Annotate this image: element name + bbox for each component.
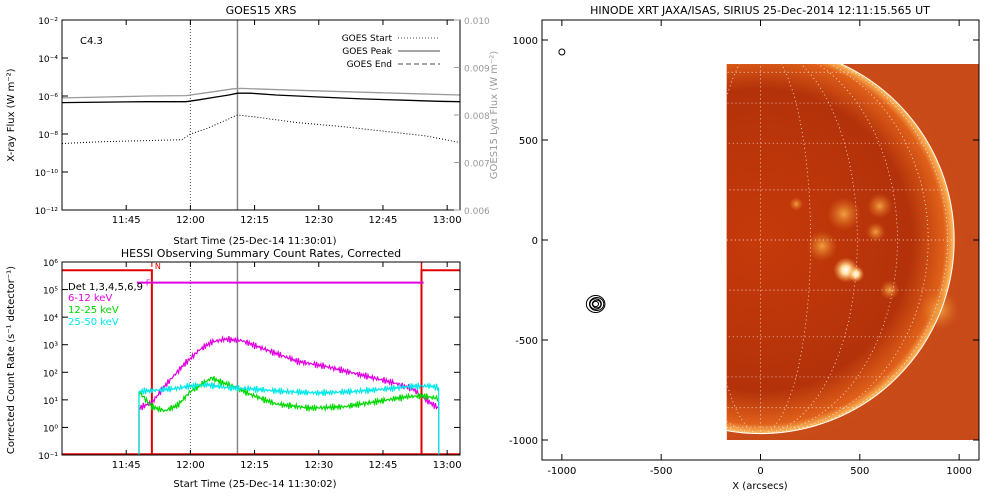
solar-disk	[726, 64, 955, 434]
map-y-tick-label: 1000	[513, 36, 538, 47]
hessi-flag-n: N	[155, 262, 161, 271]
goes-legend-label: GOES End	[347, 60, 392, 70]
goes-y-axis-label: X-ray Flux (W m⁻²)	[6, 68, 17, 161]
goes-x-tick-label: 12:15	[240, 215, 269, 226]
goes-series-line-2	[62, 114, 460, 144]
hessi-night-bar-left	[62, 269, 153, 455]
goes-legend-label: GOES Peak	[342, 47, 392, 57]
hessi-x-tick-label: 12:15	[240, 460, 269, 471]
goes-y2-tick-label: 0.010	[464, 17, 490, 27]
goes-series-line-0	[62, 92, 460, 104]
goes-x-tick-label: 12:00	[176, 215, 205, 226]
hessi-y-tick-label: 10⁻¹	[38, 452, 58, 462]
map-small-circle	[558, 48, 566, 56]
goes-xrs-panel: GOES15 XRS 11:45 12:00 12:15 12:30 12:45 13:0…	[6, 4, 500, 247]
hessi-y-axis-label: Corrected Count Rate (s⁻¹ detector⁻¹)	[6, 266, 17, 454]
hessi-y-tick-label: 10⁶	[43, 259, 58, 269]
hessi-x-tick-label: 11:45	[112, 460, 141, 471]
solar-limb	[566, 45, 955, 435]
goes-x-axis-label: Start Time (25-Dec-14 11:30:01)	[173, 236, 336, 247]
hessi-x-tick-label: 12:45	[369, 460, 398, 471]
hessi-y-tick-label: 10⁵	[43, 287, 58, 297]
map-x-tick-label: -500	[650, 466, 673, 477]
map-y-tick-label: 500	[519, 136, 538, 147]
active-region	[919, 290, 959, 330]
hessi-x-tick-label: 13:00	[433, 460, 462, 471]
goes-y-tick-label: 10⁻¹²	[35, 207, 59, 217]
goes-plot-frame	[61, 19, 461, 211]
map-x-tick-label: 0	[757, 466, 763, 477]
hessi-flag-f: F	[146, 278, 151, 287]
goes-y-tick-label: 10⁻⁶	[38, 93, 58, 103]
goes-y-tick-label: 10⁻⁴	[38, 55, 58, 65]
hessi-y-tick-label: 10¹	[43, 397, 58, 407]
map-x-tick-label: -1000	[547, 466, 576, 477]
goes-y2-tick-label: 0.009	[464, 65, 490, 75]
goes-legend-label: GOES Start	[342, 34, 393, 44]
goes-y-tick-label: 10⁻²	[38, 17, 58, 27]
hessi-legend-label: 6-12 keV	[68, 293, 112, 304]
goes-series-line-1	[62, 87, 460, 99]
goes-x-tick-label: 11:45	[112, 215, 141, 226]
hessi-legend-label: 12-25 keV	[68, 305, 119, 316]
active-region	[806, 230, 838, 262]
goes-y2-axis-label: GOES15 Lyα Flux (W m⁻²)	[489, 51, 500, 179]
goes-y2-tick-label: 0.006	[464, 207, 490, 217]
goes-y2-tick-label: 0.007	[464, 160, 490, 170]
goes-y2-tick-label: 0.008	[464, 112, 490, 122]
goes-chart-title: GOES15 XRS	[226, 4, 297, 17]
map-y-tick-label: 0	[532, 236, 538, 247]
grid-longitude-line	[760, 64, 811, 435]
hessi-series-line-1	[138, 376, 440, 455]
heliographic-grid	[726, 64, 955, 435]
hessi-series-line-2	[138, 381, 440, 455]
map-x-tick-label: 1000	[946, 466, 971, 477]
goes-y-tick-label: 10⁻¹⁰	[35, 169, 59, 179]
active-region	[827, 197, 861, 231]
hessi-chart-title: HESSI Observing Summary Count Rates, Cor…	[121, 247, 401, 260]
goes-x-tick-label: 12:45	[369, 215, 398, 226]
hessi-y-tick-label: 10³	[43, 342, 58, 352]
hessi-series-line-0	[138, 334, 440, 455]
hinode-xrt-map-panel: HINODE XRT JAXA/ISAS, SIRIUS 25-Dec-2014…	[509, 4, 980, 492]
active-region	[867, 193, 893, 219]
hessi-y-tick-label: 10⁰	[43, 424, 58, 434]
hessi-x-tick-label: 12:30	[304, 460, 333, 471]
map-chart-title: HINODE XRT JAXA/ISAS, SIRIUS 25-Dec-2014…	[590, 4, 930, 17]
hessi-night-bar-right	[420, 269, 460, 455]
active-region	[789, 197, 804, 211]
map-y-tick-label: -1000	[509, 436, 538, 447]
map-y-tick-label: -500	[515, 336, 538, 347]
goes-flare-class: C4.3	[80, 36, 103, 47]
hessi-x-axis-label: Start Time (25-Dec-14 11:30:02)	[173, 479, 336, 490]
hessi-contour	[585, 294, 606, 314]
goes-legend: GOES Start GOES Peak GOES End	[342, 34, 440, 70]
hessi-legend-label: 25-50 keV	[68, 317, 119, 328]
hessi-plot-frame	[61, 261, 461, 456]
hessi-count-rates-panel: HESSI Observing Summary Count Rates, Cor…	[6, 247, 462, 490]
goes-x-tick-label: 12:30	[304, 215, 333, 226]
grid-longitude-line	[760, 64, 929, 435]
hessi-y-tick-label: 10²	[43, 369, 58, 379]
hessi-x-tick-label: 12:00	[176, 460, 205, 471]
active-region	[865, 222, 886, 242]
goes-y-tick-label: 10⁻⁸	[38, 131, 58, 141]
grid-longitude-line	[760, 64, 898, 435]
hessi-detectors-label: Det 1,3,4,5,6,9	[68, 282, 143, 293]
map-x-axis-label: X (arcsecs)	[732, 481, 788, 492]
hessi-contour	[592, 300, 599, 308]
goes-x-tick-label: 13:00	[433, 215, 462, 226]
map-x-tick-label: 500	[850, 466, 869, 477]
hessi-y-tick-label: 10⁴	[43, 314, 58, 324]
